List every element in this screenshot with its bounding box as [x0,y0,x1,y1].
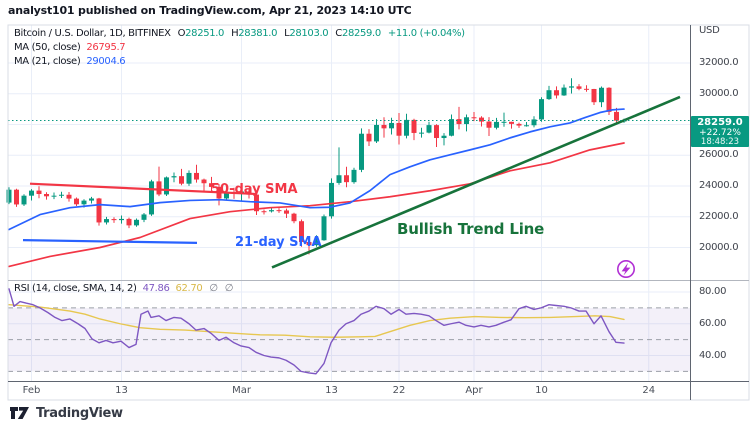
time-tick-label: 24 [642,385,656,396]
rsi-tick-label: 80.00 [699,286,727,297]
ohlc-field: L28103.0 [284,28,329,39]
rsi-empty-icon: ∅ [224,283,234,294]
time-tick-label: 10 [535,385,548,396]
chart-legend: Bitcoin / U.S. Dollar, 1D, BITFINEX O2825… [14,27,465,69]
time-tick-label: Mar [232,385,251,396]
footer: TradingView [10,406,123,421]
ohlc-field: C28259.0 [335,28,381,39]
ma50-label: MA (50, close) [14,42,81,53]
sma21-annotation[interactable]: 21-day SMA [235,235,322,250]
tradingview-brand-text: TradingView [36,406,123,421]
bar-countdown: 18:48:23 [700,137,740,147]
ma50-row: MA (50, close) 26795.7 [14,41,465,55]
ohlc-field: O28251.0 [177,28,225,39]
time-tick-label: Feb [22,385,41,396]
price-tick-label: 24000.0 [699,180,739,191]
rsi-tick-label: 60.00 [699,317,727,329]
price-tick-label: 32000.0 [699,57,739,68]
price-tick-label: 22000.0 [699,210,739,222]
change-percent: +22.72% [699,128,741,138]
price-tick-label: 26000.0 [699,149,739,161]
rsi-value: 47.86 [142,283,170,294]
price-scale-currency: USD [699,25,720,36]
rsi-empty-icon: ∅ [209,283,218,294]
tradingview-logo-icon [10,407,29,419]
ma21-label: MA (21, close) [14,56,81,67]
symbol-row: Bitcoin / U.S. Dollar, 1D, BITFINEX O2825… [14,27,465,41]
ohlc-values: O28251.0 H28381.0 L28103.0 C28259.0 [171,28,382,39]
rsi-label: RSI (14, close, SMA, 14, 2) [14,283,137,294]
ma21-value: 29004.6 [86,56,126,67]
last-price-badge: 28259.0 +22.72% 18:48:23 [691,116,749,147]
time-tick-label: 13 [325,385,338,396]
time-tick-label: 22 [392,385,406,396]
publish-header: analyst101 published on TradingView.com,… [8,4,412,17]
ohlc-field: H28381.0 [231,28,278,39]
bullish-trend-line-label[interactable]: Bullish Trend Line [397,220,545,238]
change-value: +11.0 (+0.04%) [387,28,465,39]
last-price: 28259.0 [697,117,743,128]
ma50-value: 26795.7 [86,42,126,53]
sma50-annotation[interactable]: 50-day SMA [211,182,298,197]
ma21-row: MA (21, close) 29004.6 [14,55,465,69]
symbol-title: Bitcoin / U.S. Dollar, 1D, BITFINEX [14,28,171,39]
price-tick-label: 20000.0 [699,241,739,253]
time-tick-label: 13 [115,385,128,396]
rsi-legend: RSI (14, close, SMA, 14, 2) 47.86 62.70 ∅ ∅ [14,283,233,294]
time-tick-label: Apr [465,385,483,396]
price-tick-label: 30000.0 [699,87,739,99]
rsi-tick-label: 40.00 [699,349,727,361]
rsi-signal-value: 62.70 [175,283,203,294]
